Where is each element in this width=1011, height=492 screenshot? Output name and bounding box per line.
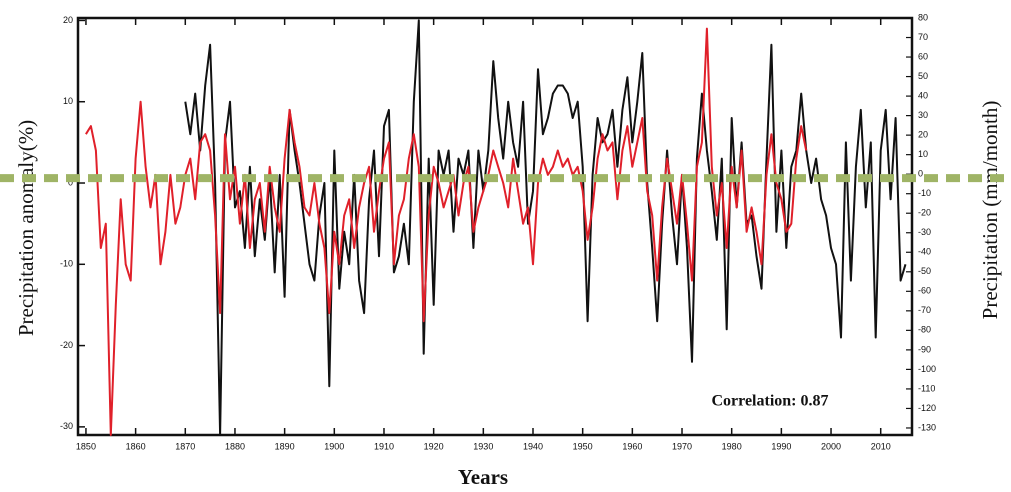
y2-tick-label: -90 — [918, 344, 931, 354]
y-tick-label: 20 — [63, 15, 73, 25]
x-tick-label: 2010 — [871, 441, 891, 451]
x-tick-label: 1950 — [573, 441, 593, 451]
x-tick-label: 1890 — [275, 441, 295, 451]
y2-tick-label: -50 — [918, 266, 931, 276]
y2-tick-label: 80 — [918, 12, 928, 22]
y-tick-label: -30 — [60, 421, 73, 431]
y2-tick-label: -10 — [918, 188, 931, 198]
y-tick-label: -10 — [60, 259, 73, 269]
y2-tick-label: -60 — [918, 286, 931, 296]
x-tick-label: 1880 — [225, 441, 245, 451]
series-line — [85, 27, 808, 436]
y2-tick-label: 60 — [918, 51, 928, 61]
y2-tick-label: -120 — [918, 403, 936, 413]
y2-tick-label: 10 — [918, 149, 928, 159]
y2-tick-label: -130 — [918, 422, 936, 432]
x-tick-label: 2000 — [821, 441, 841, 451]
annotation: Correlation: 0.87 — [711, 393, 828, 410]
y-tick-label: 10 — [63, 96, 73, 106]
y2-tick-label: -30 — [918, 227, 931, 237]
x-tick-label: 1920 — [424, 441, 444, 451]
y2-tick-label: 0 — [918, 169, 923, 179]
x-tick-label: 1990 — [771, 441, 791, 451]
x-tick-label: 1860 — [126, 441, 146, 451]
x-tick-label: 1970 — [672, 441, 692, 451]
x-tick-label: 1940 — [523, 441, 543, 451]
y-tick-label: -20 — [60, 340, 73, 350]
y2-tick-label: -70 — [918, 305, 931, 315]
y2-tick-label: 20 — [918, 130, 928, 140]
x-tick-label: 1850 — [76, 441, 96, 451]
x-tick-label: 1870 — [175, 441, 195, 451]
y2-tick-label: 50 — [918, 71, 928, 81]
y2-tick-label: 40 — [918, 90, 928, 100]
x-axis-label: Years — [458, 465, 508, 489]
x-tick-label: 1980 — [722, 441, 742, 451]
y2-tick-label: -20 — [918, 208, 931, 218]
x-tick-label: 1910 — [374, 441, 394, 451]
y2-axis-label: Precipitation (mm/month) — [978, 101, 1002, 320]
y2-tick-label: 30 — [918, 110, 928, 120]
y2-tick-label: -100 — [918, 364, 936, 374]
x-tick-label: 1960 — [622, 441, 642, 451]
x-tick-label: 1900 — [324, 441, 344, 451]
y2-tick-label: -110 — [918, 383, 935, 393]
y-axis-label: Precipitation anomaly(%) — [14, 120, 38, 336]
y2-tick-label: -40 — [918, 247, 931, 257]
y-tick-label: 0 — [68, 177, 73, 187]
y2-tick-label: 70 — [918, 32, 928, 42]
x-tick-label: 1930 — [473, 441, 493, 451]
y2-tick-label: -80 — [918, 325, 931, 335]
